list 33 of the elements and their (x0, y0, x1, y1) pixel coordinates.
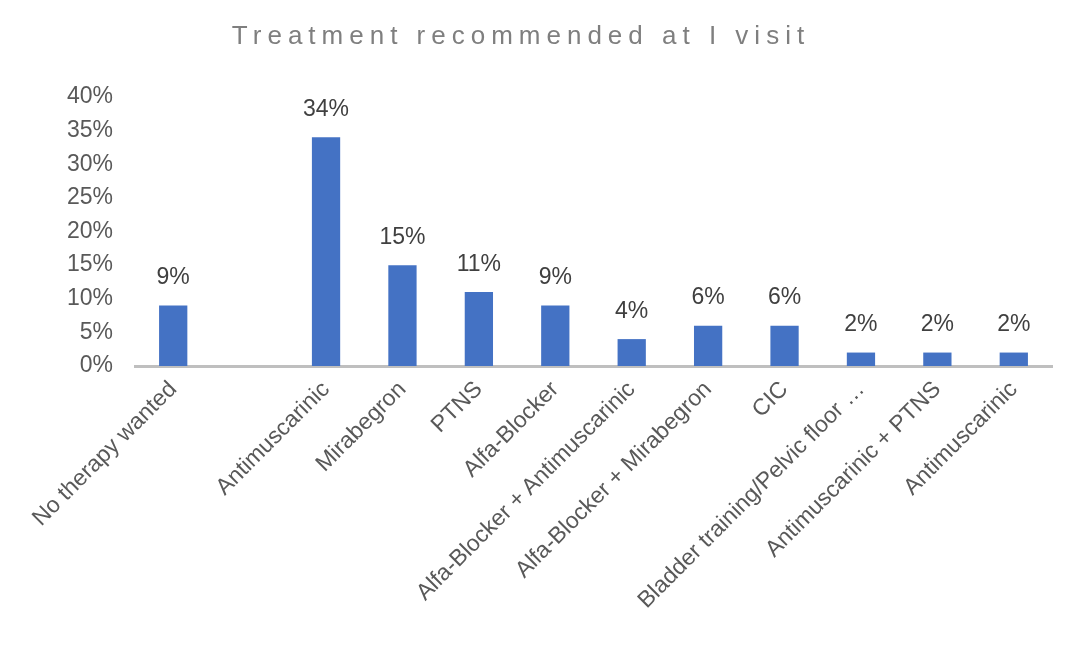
y-tick-label: 30% (66, 149, 113, 176)
x-tick-label: CIC (746, 375, 793, 422)
data-label: 11% (456, 249, 502, 276)
data-label: 34% (303, 95, 350, 122)
bar (693, 325, 723, 366)
y-tick-label: 20% (66, 216, 113, 243)
bar (999, 352, 1028, 366)
y-tick-label: 15% (66, 250, 113, 277)
y-tick-label: 10% (66, 284, 113, 311)
bar (311, 137, 341, 366)
y-tick-label: 0% (79, 351, 113, 378)
chart-title: Treatment recommended at I visit (230, 20, 812, 51)
bar (617, 339, 646, 366)
y-tick-label: 25% (66, 183, 113, 210)
data-label: 2% (920, 310, 954, 337)
data-label: 4% (615, 296, 649, 323)
data-label: 6% (691, 283, 725, 310)
data-label: 6% (767, 283, 802, 310)
bar (846, 352, 876, 366)
data-label: 2% (997, 310, 1031, 337)
y-tick-label: 35% (66, 115, 113, 142)
y-tick-label: 5% (79, 317, 113, 344)
data-label: 9% (538, 263, 572, 290)
y-tick-label: 40% (66, 82, 113, 109)
data-label: 15% (379, 222, 426, 249)
bar (464, 292, 494, 366)
bar (923, 352, 952, 366)
data-label: 2% (844, 310, 878, 337)
bar (159, 305, 188, 366)
bar (770, 325, 799, 366)
bar (388, 265, 417, 366)
data-label: 9% (156, 263, 190, 290)
bar (541, 305, 570, 366)
